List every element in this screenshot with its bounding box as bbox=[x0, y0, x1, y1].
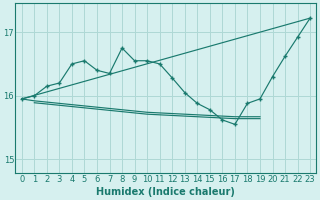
X-axis label: Humidex (Indice chaleur): Humidex (Indice chaleur) bbox=[97, 187, 236, 197]
